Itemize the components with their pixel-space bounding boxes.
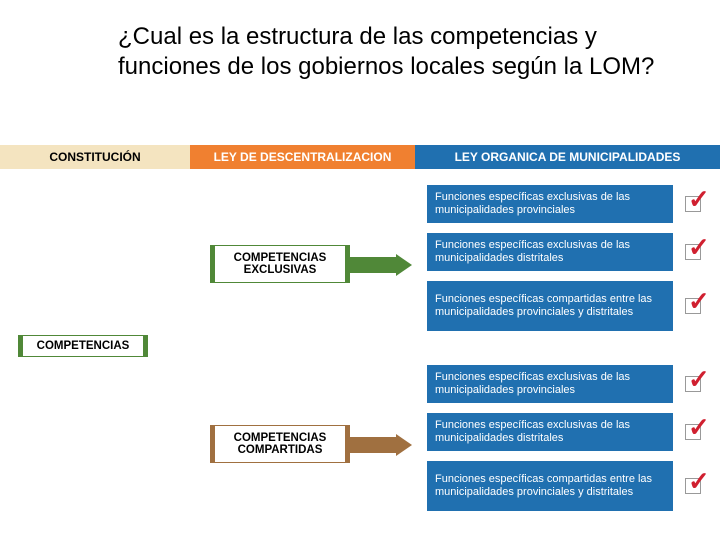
page-title: ¿Cual es la estructura de las competenci…	[118, 22, 658, 82]
header-descentralizacion: LEY DE DESCENTRALIZACION	[190, 145, 415, 169]
checkmark-4: ✓	[685, 370, 709, 394]
header-ley-organica: LEY ORGANICA DE MUNICIPALIDADES	[415, 145, 720, 169]
checkmark-3: ✓	[685, 292, 709, 316]
node-competencias-compartidas: COMPETENCIAS COMPARTIDAS	[210, 425, 350, 463]
checkmark-1: ✓	[685, 190, 709, 214]
checkmark-6: ✓	[685, 472, 709, 496]
function-box-6: Funciones específicas compartidas entre …	[425, 461, 675, 511]
node-competencias-exclusivas: COMPETENCIAS EXCLUSIVAS	[210, 245, 350, 283]
node-competencias: COMPETENCIAS	[18, 335, 148, 357]
function-box-5: Funciones específicas exclusivas de las …	[425, 413, 675, 451]
header-constitucion: CONSTITUCIÓN	[0, 145, 190, 169]
function-box-1: Funciones específicas exclusivas de las …	[425, 185, 675, 223]
function-box-2: Funciones específicas exclusivas de las …	[425, 233, 675, 271]
function-box-3: Funciones específicas compartidas entre …	[425, 281, 675, 331]
function-box-4: Funciones específicas exclusivas de las …	[425, 365, 675, 403]
checkmark-5: ✓	[685, 418, 709, 442]
checkmark-2: ✓	[685, 238, 709, 262]
header-bar: CONSTITUCIÓN LEY DE DESCENTRALIZACION LE…	[0, 145, 720, 169]
